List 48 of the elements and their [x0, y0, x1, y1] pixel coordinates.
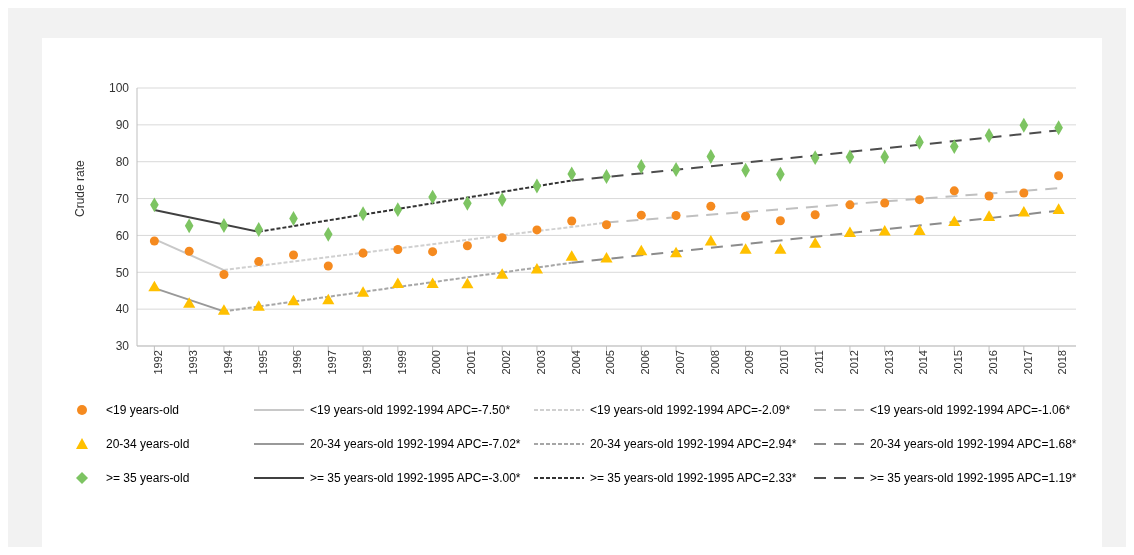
x-tick-label: 2008	[708, 350, 721, 375]
x-tick-label: 2000	[430, 350, 443, 375]
x-tick-label: 2016	[986, 350, 999, 375]
legend-label: <19 years-old 1992-1994 APC=-2.09*	[590, 403, 791, 417]
x-tick-label: 1997	[326, 350, 339, 375]
x-tick-label: 2009	[743, 350, 756, 375]
y-axis-title: Crude rate	[73, 159, 88, 217]
legend-label: >= 35 years-old	[106, 471, 190, 485]
x-tick-label: 2010	[778, 350, 791, 375]
x-tick-label: 2006	[639, 350, 652, 375]
x-tick-label: 2014	[917, 350, 930, 375]
x-tick-label: 2005	[604, 350, 617, 375]
x-tick-label: 2012	[847, 350, 860, 375]
x-tick-label: 1998	[360, 350, 373, 375]
x-tick-label: 2018	[1056, 350, 1069, 375]
y-tick-label: 80	[115, 154, 130, 169]
y-tick-label: 100	[108, 81, 130, 96]
x-tick-label: 1999	[395, 350, 408, 375]
x-tick-label: 2007	[673, 350, 686, 375]
x-tick-label: 1992	[152, 350, 165, 375]
y-tick-label: 60	[115, 228, 130, 243]
x-tick-label: 2004	[569, 350, 582, 375]
x-tick-label: 1995	[256, 350, 269, 375]
x-tick-label: 2002	[499, 350, 512, 375]
legend-label: >= 35 years-old 1992-1995 APC=2.33*	[590, 471, 797, 485]
x-tick-label: 1993	[186, 350, 199, 375]
legend-label: 20-34 years-old	[106, 437, 190, 451]
y-tick-label: 50	[115, 265, 130, 280]
x-tick-label: 2001	[465, 350, 478, 375]
legend-label: >= 35 years-old 1992-1995 APC=1.19*	[870, 471, 1077, 485]
y-tick-label: 30	[115, 339, 130, 354]
y-tick-label: 90	[115, 118, 130, 133]
legend-label: <19 years-old	[106, 403, 180, 417]
y-tick-label: 40	[115, 302, 130, 317]
x-tick-label: 1996	[291, 350, 304, 375]
x-tick-label: 2003	[534, 350, 547, 375]
legend-label: >= 35 years-old 1992-1995 APC=-3.00*	[310, 471, 521, 485]
y-tick-label: 70	[115, 191, 130, 206]
x-tick-label: 2013	[882, 350, 895, 375]
x-tick-label: 1994	[221, 350, 234, 375]
legend-label: 20-34 years-old 1992-1994 APC=1.68*	[870, 437, 1077, 451]
x-tick-label: 2015	[952, 350, 965, 375]
x-tick-label: 2017	[1021, 350, 1034, 375]
legend-label: 20-34 years-old 1992-1994 APC=2.94*	[590, 437, 797, 451]
legend-label: <19 years-old 1992-1994 APC=-1.06*	[870, 403, 1071, 417]
legend-label: 20-34 years-old 1992-1994 APC=-7.02*	[310, 437, 521, 451]
x-tick-label: 2011	[812, 350, 825, 374]
legend-label: <19 years-old 1992-1994 APC=-7.50*	[310, 403, 511, 417]
